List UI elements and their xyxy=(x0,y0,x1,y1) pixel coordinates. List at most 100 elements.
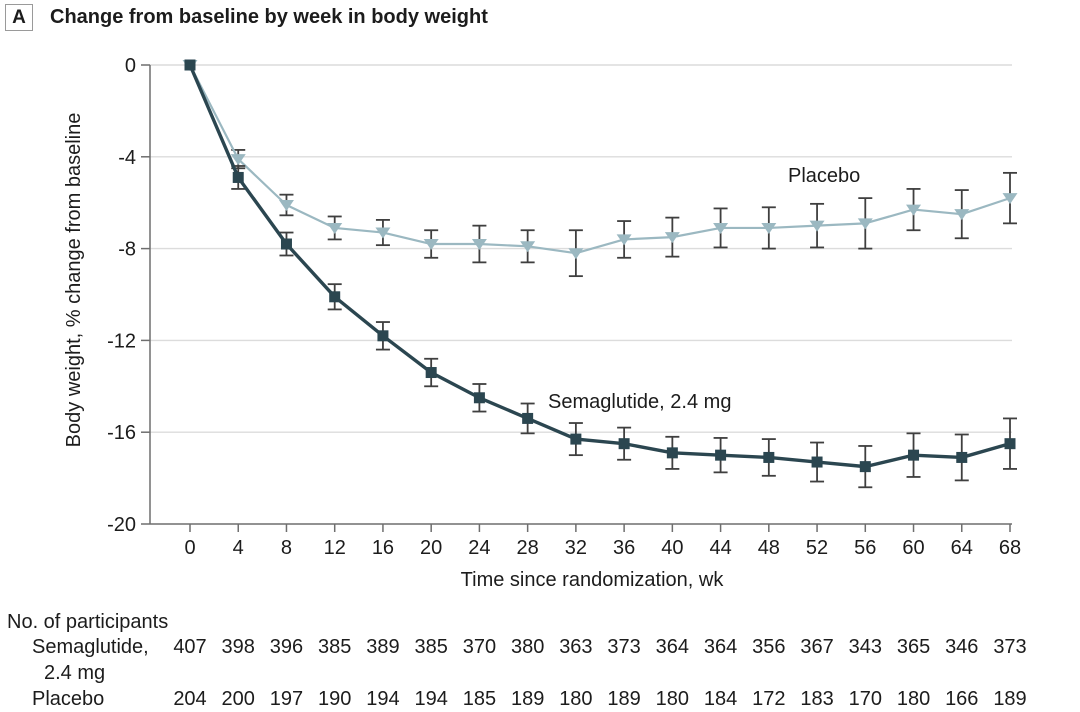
triangle-down-marker xyxy=(857,218,873,230)
square-marker xyxy=(280,238,292,250)
triangle-down-marker xyxy=(761,222,777,234)
square-marker xyxy=(811,456,823,468)
y-axis-title: Body weight, % change from baseline xyxy=(63,113,85,448)
square-marker xyxy=(232,171,244,183)
x-axis-title: Time since randomization, wk xyxy=(461,569,725,591)
triangle-down-marker xyxy=(954,209,970,221)
participant-count: 370 xyxy=(463,636,496,658)
triangle-down-marker xyxy=(327,222,343,234)
participant-count: 389 xyxy=(366,636,399,658)
x-axis-tick-label: 64 xyxy=(951,537,973,559)
square-marker xyxy=(184,59,196,71)
series-layer xyxy=(182,59,1018,489)
x-axis-tick-label: 0 xyxy=(184,537,195,559)
panel-label: A xyxy=(12,6,26,28)
square-marker xyxy=(908,449,920,461)
participant-count: 407 xyxy=(173,636,206,658)
participants-counts-semaglutide: 407 398 396 385 389 385 370 380 363 373 364 364 356 3… xyxy=(173,636,1026,658)
x-axis-tick-label: 56 xyxy=(854,537,876,559)
square-marker xyxy=(425,367,437,379)
participant-count: 180 xyxy=(897,688,930,710)
participant-count: 190 xyxy=(318,688,351,710)
x-axis-tick-label: 60 xyxy=(902,537,924,559)
triangle-down-marker xyxy=(664,232,680,244)
axes-layer: 0-4-8-12-16-200 4 8 12 16 20 24 28 32 36 40 44 48 52 5… xyxy=(107,55,1021,559)
triangle-down-marker xyxy=(616,234,632,246)
participant-count: 385 xyxy=(414,636,447,658)
participant-count: 200 xyxy=(222,688,255,710)
participants-heading: No. of participants xyxy=(7,611,168,633)
y-axis-tick-label: -20 xyxy=(107,514,136,536)
participant-count: 363 xyxy=(559,636,592,658)
participant-count: 373 xyxy=(993,636,1026,658)
participant-count: 172 xyxy=(752,688,785,710)
x-axis-tick-label: 20 xyxy=(420,537,442,559)
series-semaglutide-2-4-mg xyxy=(184,59,1017,489)
y-axis-tick-label: -12 xyxy=(107,330,136,352)
square-marker xyxy=(715,449,727,461)
y-axis-tick-label: -4 xyxy=(118,147,136,169)
participants-table: No. of participants Semaglutide, 2.4 mg … xyxy=(7,611,1027,710)
participants-counts-placebo: 204 200 197 190 194 194 185 189 180 189 180 184 172 1… xyxy=(173,688,1026,710)
triangle-down-marker xyxy=(520,241,536,253)
participant-count: 364 xyxy=(704,636,737,658)
y-axis-tick-label: -8 xyxy=(118,239,136,261)
participant-count: 170 xyxy=(849,688,882,710)
panel-title: Change from baseline by week in body wei… xyxy=(50,6,488,28)
y-axis-tick-label: -16 xyxy=(107,422,136,444)
y-axis-tick-label: 0 xyxy=(125,55,136,77)
triangle-down-marker xyxy=(906,204,922,216)
participant-count: 398 xyxy=(222,636,255,658)
x-axis-tick-label: 48 xyxy=(758,537,780,559)
participant-count: 364 xyxy=(656,636,689,658)
participant-count: 180 xyxy=(559,688,592,710)
participant-count: 396 xyxy=(270,636,303,658)
square-marker xyxy=(522,412,534,424)
placebo-series-label: Placebo xyxy=(788,165,860,187)
x-axis-tick-label: 52 xyxy=(806,537,828,559)
participant-count: 166 xyxy=(945,688,978,710)
x-axis-tick-label: 16 xyxy=(372,537,394,559)
participants-row-semaglutide-label-2: 2.4 mg xyxy=(44,662,105,684)
series-line xyxy=(188,63,1012,469)
participant-count: 184 xyxy=(704,688,737,710)
semaglutide-series-label: Semaglutide, 2.4 mg xyxy=(548,391,731,413)
x-axis-tick-label: 12 xyxy=(324,537,346,559)
triangle-down-marker xyxy=(375,227,391,239)
triangle-down-marker xyxy=(471,239,487,251)
panel-label-box: A xyxy=(5,4,33,31)
x-axis-tick-label: 40 xyxy=(661,537,683,559)
participant-count: 380 xyxy=(511,636,544,658)
square-marker xyxy=(956,451,968,463)
triangle-down-marker xyxy=(423,239,439,251)
participant-count: 367 xyxy=(800,636,833,658)
x-axis-tick-label: 68 xyxy=(999,537,1021,559)
triangle-down-marker xyxy=(1002,193,1018,205)
triangle-down-marker xyxy=(230,154,246,166)
participants-row-placebo-label: Placebo xyxy=(32,688,104,710)
series-placebo xyxy=(182,60,1018,278)
square-marker xyxy=(666,447,678,459)
participant-count: 189 xyxy=(511,688,544,710)
figure-header: A Change from baseline by week in body w… xyxy=(0,0,1080,40)
participant-count: 189 xyxy=(607,688,640,710)
x-axis-tick-label: 8 xyxy=(281,537,292,559)
square-marker xyxy=(329,291,341,303)
triangle-down-marker xyxy=(713,222,729,234)
participant-count: 194 xyxy=(366,688,399,710)
participant-count: 365 xyxy=(897,636,930,658)
square-marker xyxy=(473,392,485,404)
participants-row-semaglutide-label: Semaglutide, xyxy=(32,636,149,658)
participant-count: 194 xyxy=(414,688,447,710)
x-axis-tick-label: 32 xyxy=(565,537,587,559)
series-line xyxy=(188,63,1012,255)
x-axis-tick-label: 28 xyxy=(517,537,539,559)
triangle-down-marker xyxy=(809,220,825,232)
participant-count: 356 xyxy=(752,636,785,658)
square-marker xyxy=(618,438,630,450)
participant-count: 185 xyxy=(463,688,496,710)
participant-count: 343 xyxy=(849,636,882,658)
square-marker xyxy=(570,433,582,445)
